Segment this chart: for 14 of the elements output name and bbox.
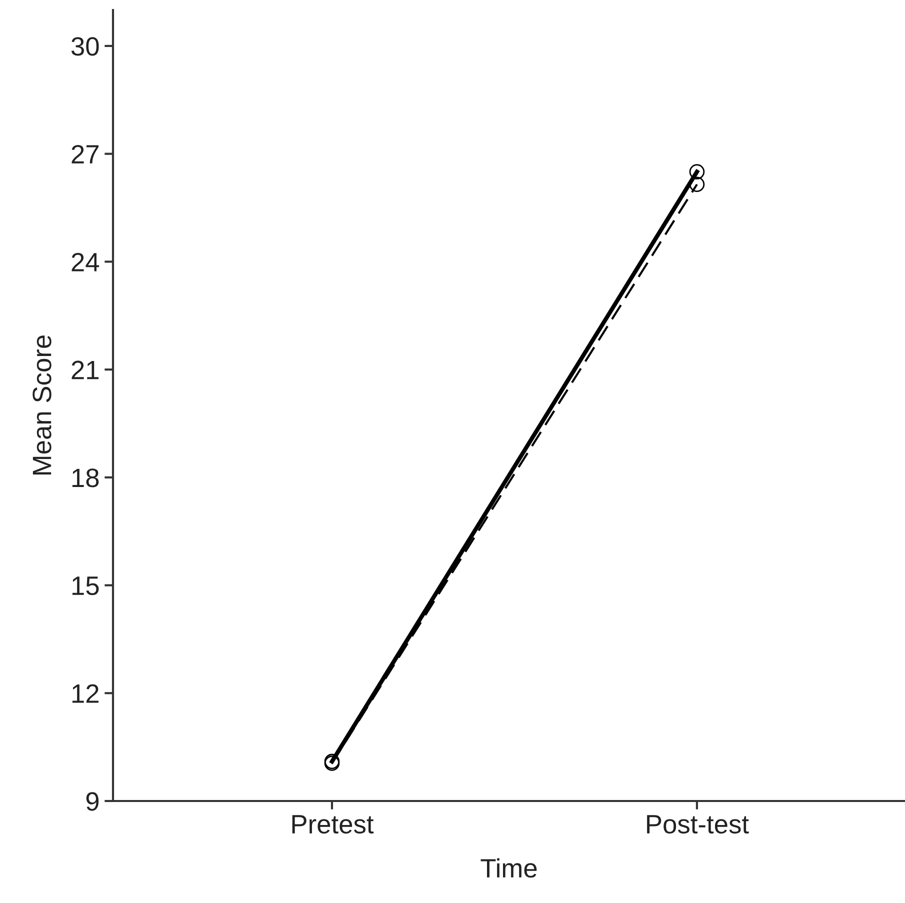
y-tick-label: 24 [72,252,100,272]
point [689,164,705,180]
y-tick-label: 27 [72,144,98,164]
y-tick-label: 21 [72,360,99,380]
y-tick-label: 18 [72,468,99,488]
x-tick-label: Pretest [292,815,374,834]
point [689,176,705,192]
y-tick-label: 9 [86,792,99,811]
y-tick-label: 15 [72,576,99,596]
y-tick-label: 12 [72,684,98,703]
y-tick-label: 30 [71,37,99,56]
x-tick-label: Post-test [647,815,749,834]
x-axis-title: Time [480,858,537,878]
y-axis-title: Mean Score [32,336,52,474]
